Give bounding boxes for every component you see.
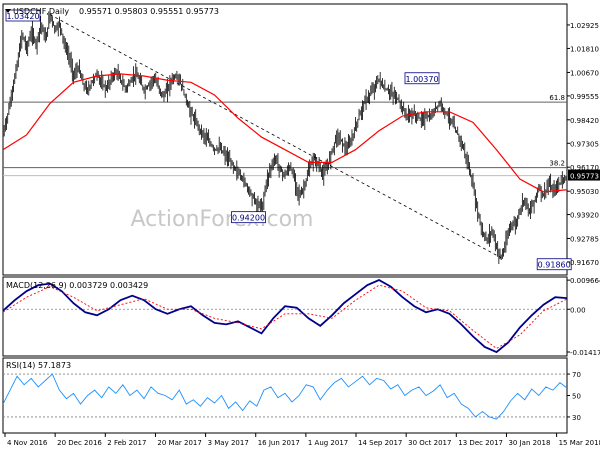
price-tick-label: 0.96170 bbox=[570, 164, 599, 172]
time-tick-label: 20 Mar 2017 bbox=[157, 439, 201, 447]
price-annotation-label: 0.91860 bbox=[538, 261, 571, 270]
symbol-header: USDCHF,Daily 0.95571 0.95803 0.95551 0.9… bbox=[5, 7, 219, 16]
price-tick-label: 1.02925 bbox=[570, 22, 599, 30]
price-annotations: 61.8 38.2 1.03420 0.94200 1.00370 0.91860 bbox=[5, 9, 572, 271]
time-tick-label: 20 Dec 2016 bbox=[57, 439, 102, 447]
last-price-box bbox=[568, 169, 600, 181]
rsi-line bbox=[3, 373, 567, 420]
macd-tick-label: 0.009664 bbox=[570, 277, 600, 285]
price-annotation-box bbox=[231, 211, 266, 224]
macd-title: MACD(12,26,9) 0.003729 0.003429 bbox=[6, 281, 148, 290]
signal-line bbox=[3, 284, 567, 350]
price-annotation-label: 1.03420 bbox=[6, 12, 39, 21]
last-price-label: 0.95773 bbox=[570, 173, 599, 181]
macd-tick-label: -0.014171 bbox=[570, 349, 600, 357]
price-tick-label: 0.95030 bbox=[570, 188, 599, 196]
time-tick-label: 2 Feb 2017 bbox=[107, 439, 146, 447]
level-label: 61.8 bbox=[549, 94, 565, 102]
price-annotation-box bbox=[536, 258, 572, 271]
macd-axis: 0.009664 0.00 -0.014171 bbox=[567, 277, 600, 357]
macd-tick-label: 0.00 bbox=[570, 306, 586, 314]
time-tick-label: 3 May 2017 bbox=[208, 439, 249, 447]
price-tick-label: 0.99555 bbox=[570, 93, 599, 101]
moving-average-line bbox=[3, 73, 567, 193]
level-label: 38.2 bbox=[549, 160, 565, 168]
time-tick-label: 30 Jan 2018 bbox=[508, 439, 550, 447]
time-tick-label: 4 Nov 2016 bbox=[7, 439, 48, 447]
price-annotation-box bbox=[404, 72, 440, 85]
price-tick-label: 1.01810 bbox=[570, 45, 599, 53]
ohlc-values: 0.95571 0.95803 0.95551 0.95773 bbox=[79, 7, 219, 16]
rsi-plot-area bbox=[3, 373, 567, 420]
time-tick-label: 16 Jun 2017 bbox=[258, 439, 300, 447]
price-tick-label: 0.92785 bbox=[570, 235, 599, 243]
rsi-panel-frame bbox=[2, 357, 568, 434]
rsi-axis: 70 50 30 bbox=[567, 371, 581, 422]
time-tick-label: 1 Aug 2017 bbox=[308, 439, 348, 447]
price-plot-area bbox=[3, 11, 567, 265]
time-tick-label: 30 Oct 2017 bbox=[408, 439, 451, 447]
price-panel-frame bbox=[2, 3, 568, 276]
watermark: ActionForex.com bbox=[131, 207, 314, 232]
time-tick-label: 13 Dec 2017 bbox=[458, 439, 503, 447]
rsi-tick-label: 50 bbox=[572, 393, 581, 401]
time-axis: 4 Nov 2016 20 Dec 2016 2 Feb 2017 20 Mar 20… bbox=[4, 433, 600, 447]
time-tick-label: 14 Sep 2017 bbox=[358, 439, 402, 447]
price-annotation-label: 0.94200 bbox=[232, 214, 265, 223]
macd-line bbox=[3, 279, 567, 354]
macd-plot-area bbox=[3, 279, 567, 354]
rsi-tick-label: 70 bbox=[572, 371, 581, 379]
collapse-triangle-icon[interactable] bbox=[5, 9, 11, 13]
price-tick-label: 0.98420 bbox=[570, 117, 599, 125]
trendline bbox=[49, 14, 502, 259]
price-annotation-label: 1.00370 bbox=[405, 75, 438, 84]
macd-panel-frame bbox=[2, 276, 568, 357]
rsi-tick-label: 30 bbox=[572, 414, 581, 422]
time-tick-label: 15 Mar 2018 bbox=[559, 439, 600, 447]
rsi-title: RSI(14) 57.1873 bbox=[6, 361, 71, 370]
price-tick-label: 0.93920 bbox=[570, 212, 599, 220]
price-axis: 1.02925 1.01810 1.00670 0.99555 0.98420 0.973… bbox=[567, 22, 600, 267]
price-annotation-box bbox=[5, 9, 41, 22]
price-tick-label: 1.00670 bbox=[570, 69, 599, 77]
symbol-label: USDCHF,Daily bbox=[13, 7, 69, 16]
price-tick-label: 0.97305 bbox=[570, 140, 599, 148]
price-tick-label: 0.91670 bbox=[570, 259, 599, 267]
